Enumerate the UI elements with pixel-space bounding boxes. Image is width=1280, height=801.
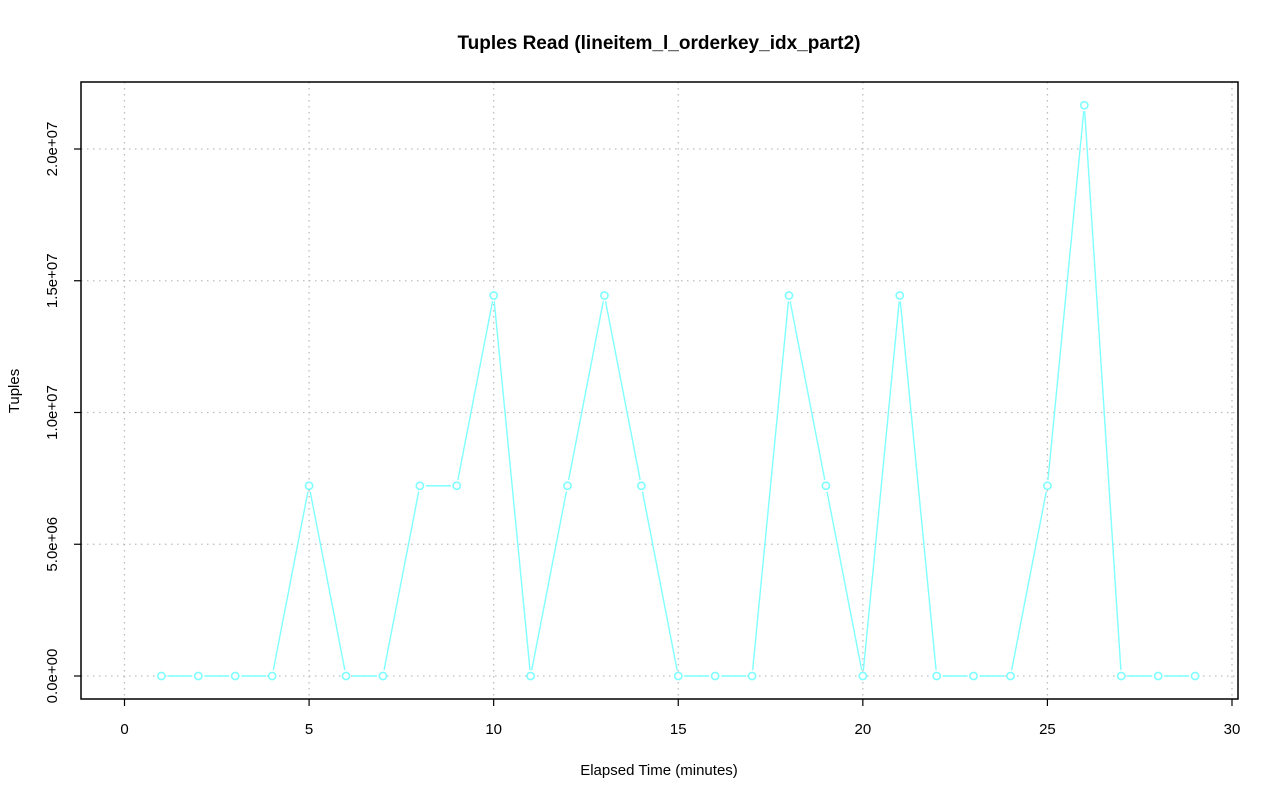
data-point bbox=[932, 671, 942, 681]
data-point bbox=[673, 671, 683, 681]
data-point bbox=[157, 671, 166, 681]
series-line-segment bbox=[641, 491, 678, 671]
data-point bbox=[784, 291, 794, 300]
x-tick-label: 5 bbox=[305, 721, 313, 738]
y-axis-label: Tuples bbox=[6, 369, 23, 413]
x-axis-label: Elapsed Time (minutes) bbox=[580, 762, 738, 779]
data-point bbox=[747, 671, 757, 681]
data-point bbox=[821, 481, 831, 491]
data-point bbox=[341, 671, 351, 681]
data-point bbox=[563, 481, 572, 491]
series-line-segment bbox=[789, 301, 826, 480]
series-line-segment bbox=[272, 491, 309, 671]
data-point bbox=[452, 481, 462, 491]
data-point bbox=[378, 671, 388, 681]
series-line-segment bbox=[862, 301, 900, 671]
series-line-segment bbox=[567, 301, 604, 480]
chart-title: Tuples Read (lineitem_l_orderkey_idx_par… bbox=[457, 33, 860, 54]
plot-frame bbox=[80, 81, 1239, 700]
series-line-segment bbox=[751, 301, 790, 671]
data-point bbox=[636, 481, 646, 491]
series-line-segment bbox=[604, 301, 641, 480]
data-point bbox=[267, 671, 277, 681]
data-point bbox=[600, 291, 609, 300]
series-layer bbox=[157, 100, 1200, 681]
y-tick-label: 0.0e+00 bbox=[44, 649, 61, 704]
series-line-segment bbox=[531, 491, 568, 671]
data-point bbox=[710, 671, 720, 681]
data-point bbox=[1153, 671, 1163, 681]
series-line-segment bbox=[899, 301, 937, 671]
grid-lines bbox=[81, 82, 1238, 699]
x-tick-label: 10 bbox=[485, 721, 502, 738]
y-tick-label: 5.0e+06 bbox=[44, 517, 61, 572]
series-line-segment bbox=[1010, 491, 1047, 671]
data-point bbox=[1190, 671, 1200, 681]
x-tick-label: 0 bbox=[120, 721, 128, 738]
data-point bbox=[895, 291, 905, 300]
data-point bbox=[526, 671, 535, 681]
data-point bbox=[230, 671, 240, 681]
data-point bbox=[1006, 671, 1015, 681]
series-line-segment bbox=[383, 491, 420, 671]
y-tick-label: 2.0e+07 bbox=[44, 122, 61, 177]
data-point bbox=[1043, 481, 1052, 491]
x-tick-label: 30 bbox=[1224, 721, 1241, 738]
y-tick-label: 1.0e+07 bbox=[44, 385, 61, 440]
series-line-segment bbox=[457, 301, 494, 480]
data-point bbox=[193, 671, 203, 681]
series-line-segment bbox=[1084, 111, 1122, 671]
y-tick-label: 1.5e+07 bbox=[44, 253, 61, 308]
x-tick-label: 25 bbox=[1039, 721, 1056, 738]
series-line-segment bbox=[309, 491, 346, 671]
data-point bbox=[304, 481, 314, 491]
x-tick-label: 20 bbox=[854, 721, 871, 738]
data-point bbox=[415, 481, 425, 491]
data-point bbox=[858, 671, 868, 681]
data-point bbox=[489, 291, 499, 300]
series-line-segment bbox=[826, 491, 863, 671]
x-tick-label: 15 bbox=[670, 721, 687, 738]
axes: 0 5 10 15 20 25 30 0.0e+00 5.0e+06 1.0e+07 1.5e+07… bbox=[44, 122, 1240, 738]
data-point bbox=[1116, 671, 1126, 681]
data-point bbox=[969, 671, 978, 681]
series-line-segment bbox=[493, 301, 531, 671]
data-point bbox=[1079, 100, 1089, 110]
series-line-segment bbox=[1047, 111, 1085, 480]
